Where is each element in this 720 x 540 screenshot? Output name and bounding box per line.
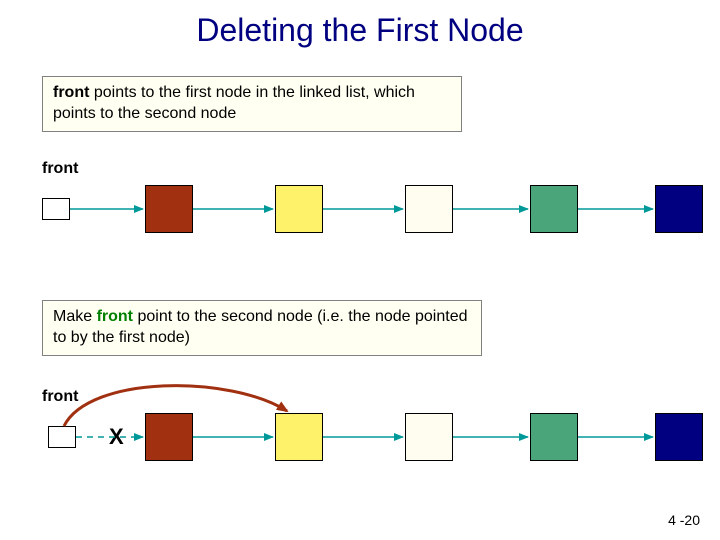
node-2e bbox=[655, 413, 703, 461]
node-1b bbox=[275, 185, 323, 233]
textbox2-front: front bbox=[97, 308, 133, 325]
textbox1-rest: points to the first node in the linked l… bbox=[53, 84, 415, 122]
textbox-description-1: front points to the first node in the li… bbox=[42, 76, 462, 132]
front-label-2: front bbox=[42, 388, 78, 406]
node-2c bbox=[405, 413, 453, 461]
node-2a bbox=[145, 413, 193, 461]
textbox-description-2: Make front point to the second node (i.e… bbox=[42, 300, 482, 356]
textbox2-pre: Make bbox=[53, 308, 97, 325]
front-label-1: front bbox=[42, 160, 78, 178]
node-1a bbox=[145, 185, 193, 233]
node-2b bbox=[275, 413, 323, 461]
node-1d bbox=[530, 185, 578, 233]
node-1e bbox=[655, 185, 703, 233]
page-title: Deleting the First Node bbox=[0, 0, 720, 49]
x-mark: X bbox=[109, 424, 124, 450]
textbox1-front: front bbox=[53, 84, 89, 101]
page-number: 4 -20 bbox=[668, 512, 700, 528]
node-2d bbox=[530, 413, 578, 461]
front-pointer-box-1 bbox=[42, 198, 70, 220]
front-pointer-box-2 bbox=[48, 426, 76, 448]
node-1c bbox=[405, 185, 453, 233]
